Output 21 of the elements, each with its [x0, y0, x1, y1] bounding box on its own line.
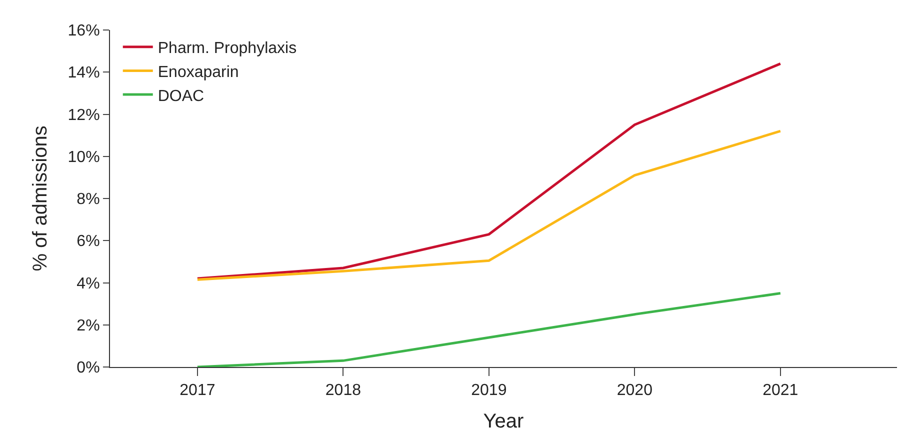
y-tick-label: 8%	[76, 191, 100, 208]
legend-label: Pharm. Prophylaxis	[158, 40, 297, 58]
y-axis-title: % of admissions	[29, 126, 52, 272]
y-tick-label: 16%	[68, 22, 100, 40]
x-axis-title: Year	[483, 410, 524, 433]
x-tick-label: 2017	[180, 382, 216, 400]
x-tick-label: 2018	[325, 382, 362, 400]
y-tick-label: 4%	[76, 275, 100, 292]
x-tick-label: 2021	[762, 382, 798, 400]
y-tick-label: 14%	[68, 64, 100, 82]
line-series	[196, 292, 782, 367]
y-tick-label: 6%	[76, 233, 100, 250]
legend-label: DOAC	[158, 88, 204, 105]
y-tick-label: 12%	[68, 106, 100, 124]
y-tick-label: 10%	[68, 148, 100, 166]
y-tick-label: 0%	[76, 360, 100, 377]
y-tick-label: 2%	[76, 317, 100, 334]
legend-label: Enoxaparin	[158, 64, 239, 81]
line-series	[196, 130, 782, 281]
x-tick-label: 2019	[471, 382, 507, 400]
x-tick-label: 2020	[616, 382, 653, 400]
